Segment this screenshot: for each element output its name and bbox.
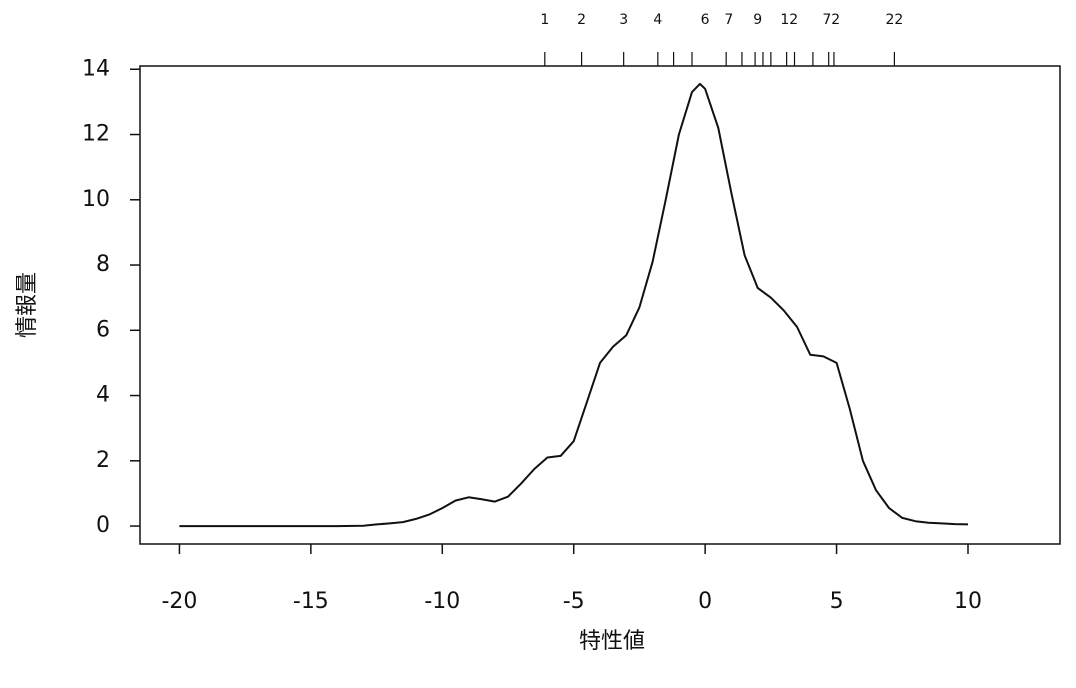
plot-frame xyxy=(139,65,1061,545)
y-tick-label: 6 xyxy=(96,317,110,342)
top-rug-label: 3 xyxy=(619,12,628,28)
top-rug-label: 12 xyxy=(780,12,798,28)
x-axis-title: 特性値 xyxy=(579,629,645,654)
x-tick-label: -10 xyxy=(424,589,460,614)
top-rug-label: 2 xyxy=(577,12,586,28)
y-tick-label: 4 xyxy=(96,383,110,408)
top-rug-label: 7 xyxy=(724,12,733,28)
top-rug-label: 72 xyxy=(822,12,840,28)
series-layer xyxy=(179,82,969,528)
y-axis: 0 2 4 6 8 10 12 14 xyxy=(82,56,140,538)
y-tick-label: 10 xyxy=(82,187,110,212)
top-rug-axis: 1 2 3 4 6 7 9 12 72 22 xyxy=(540,12,903,66)
top-rug-label: 6 xyxy=(701,12,710,28)
series-line xyxy=(179,82,969,528)
x-tick-label: -5 xyxy=(563,589,585,614)
top-rug-label: 1 xyxy=(540,12,549,28)
x-tick-label: -20 xyxy=(161,589,197,614)
top-rug-label: 9 xyxy=(753,12,762,28)
x-tick-label: 10 xyxy=(954,589,982,614)
x-tick-label: 0 xyxy=(698,589,712,614)
y-tick-label: 8 xyxy=(96,252,110,277)
y-axis-title: 情報量 xyxy=(15,272,40,338)
y-tick-label: 2 xyxy=(96,448,110,473)
x-tick-label: -15 xyxy=(293,589,329,614)
y-tick-label: 14 xyxy=(82,56,110,81)
top-rug-label: 4 xyxy=(653,12,662,28)
top-rug-label: 22 xyxy=(885,12,903,28)
y-tick-label: 12 xyxy=(82,122,110,147)
x-axis: -20 -15 -10 -5 0 5 10 xyxy=(161,544,982,614)
x-tick-label: 5 xyxy=(830,589,844,614)
y-tick-label: 0 xyxy=(96,513,110,538)
